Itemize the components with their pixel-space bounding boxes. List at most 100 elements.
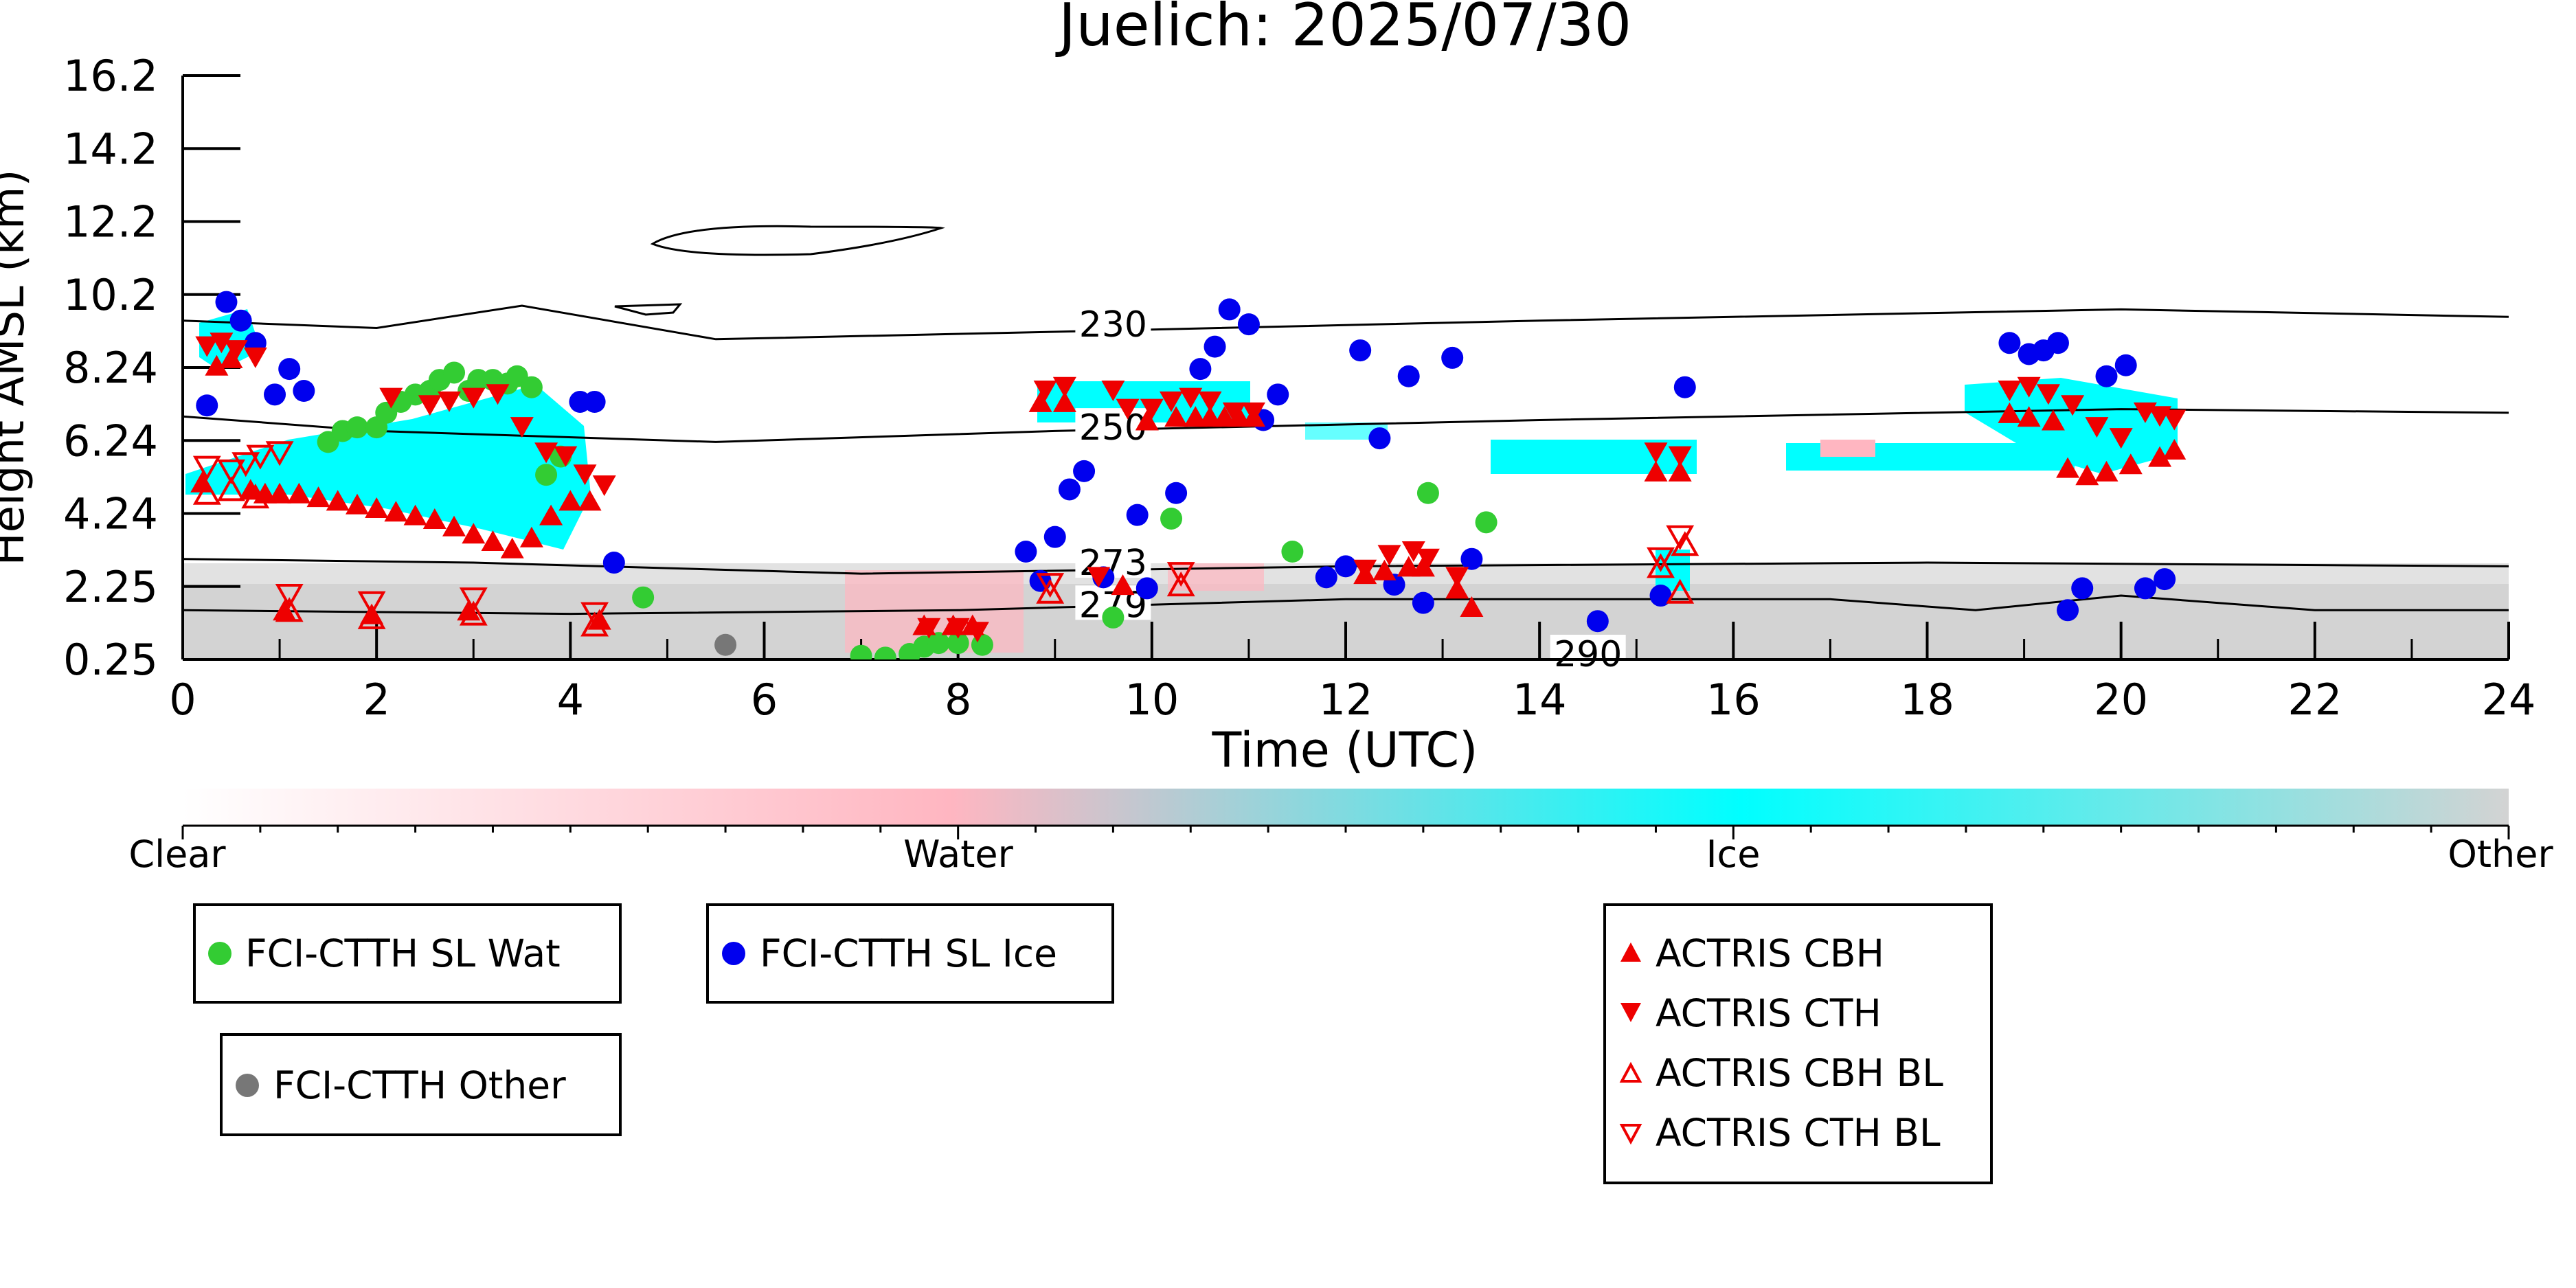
point-actris-cbh-bl <box>357 604 386 629</box>
colorbar-label-other: Other <box>2448 833 2553 876</box>
x-tick-label: 10 <box>1125 675 1179 725</box>
point-actris-cbh <box>2119 453 2143 475</box>
point-actris-cth <box>1140 398 1164 420</box>
point-actris-cbh <box>326 490 350 511</box>
point-actris-cbh <box>1460 596 1484 617</box>
point-actris-cbh-bl <box>275 597 304 622</box>
point-actris-cbh <box>365 497 389 518</box>
legend-ice: FCI-CTTH SL Ice <box>706 903 1114 1004</box>
point-actris-cbh <box>539 504 563 526</box>
point-fci-ctth-sl-ice <box>1058 478 1081 501</box>
legend-label-cbh-bl: ACTRIS CBH BL <box>1656 1051 1943 1095</box>
legend-label-cth: ACTRIS CTH <box>1656 991 1882 1035</box>
y-axis: 0.25 2.25 4.24 6.24 8.24 10.2 12.2 14.2 16.2 <box>63 51 240 685</box>
colorbar-label-clear: Clear <box>128 833 226 876</box>
point-actris-cth <box>965 622 989 643</box>
point-fci-ctth-sl-ice <box>278 358 301 381</box>
point-actris-cbh <box>500 537 524 558</box>
point-fci-ctth-sl-ice <box>2154 568 2176 591</box>
contour-279 <box>183 594 2509 615</box>
point-actris-cbh-bl <box>241 484 270 509</box>
water-patch <box>1820 440 1875 457</box>
point-actris-cbh <box>205 354 229 376</box>
point-actris-cth-bl <box>580 602 609 627</box>
legend-marker-cth <box>1620 1003 1641 1022</box>
point-actris-cbh <box>1372 559 1397 580</box>
point-actris-cbh-bl <box>1666 578 1695 604</box>
legend-box <box>706 903 1114 1004</box>
point-actris-cth <box>2162 409 2187 431</box>
point-actris-cbh <box>1135 409 1159 431</box>
x-tick-label: 24 <box>2482 675 2536 725</box>
legend-other: FCI-CTTH Other <box>220 1033 622 1136</box>
legend-actris: ACTRIS CBH ACTRIS CTH ACTRIS CBH BL ACTR… <box>1603 903 1993 1184</box>
y-tick-label: 0.25 <box>63 635 158 685</box>
point-fci-ctth-sl-ice <box>1586 610 1609 633</box>
point-actris-cbh <box>1028 391 1052 412</box>
contour-label-bg <box>1550 635 1626 670</box>
point-fci-ctth-sl-ice <box>264 383 286 406</box>
point-fci-ctth-sl-ice <box>2071 577 2094 600</box>
point-actris-cbh <box>1668 460 1692 482</box>
point-fci-ctth-sl-ice <box>1015 541 1037 563</box>
point-actris-cbh-bl <box>1647 553 1675 578</box>
point-actris-cbh <box>519 526 543 547</box>
point-fci-ctth-sl-wat <box>850 644 872 659</box>
point-actris-cth-bl <box>1166 562 1195 587</box>
point-fci-ctth-sl-ice <box>1204 335 1226 358</box>
point-actris-cth <box>2061 395 2085 416</box>
point-actris-cth <box>592 475 616 497</box>
point-actris-cth-bl <box>265 441 294 466</box>
point-actris-cbh-bl <box>580 611 609 637</box>
point-actris-cth-bl <box>246 444 275 470</box>
point-fci-ctth-sl-ice <box>196 394 218 417</box>
point-fci-ctth-sl-ice <box>2095 365 2118 387</box>
point-actris-cbh <box>306 486 330 508</box>
contour-label-bg <box>1075 543 1151 578</box>
point-actris-cth-bl <box>357 591 386 616</box>
point-actris-cbh <box>1644 460 1668 482</box>
y-tick-label: 8.24 <box>63 343 158 393</box>
point-actris-cth <box>1416 548 1440 569</box>
point-actris-cth <box>1242 402 1265 423</box>
point-fci-ctth-sl-ice <box>1349 339 1372 362</box>
point-actris-cth <box>210 332 234 354</box>
point-fci-ctth-sl-ice <box>1335 555 1357 578</box>
point-fci-ctth-sl-ice <box>1189 358 1212 381</box>
point-actris-cbh <box>2056 457 2080 478</box>
colorbar-label-water: Water <box>903 833 1013 876</box>
point-actris-cth <box>462 387 486 409</box>
isolated-contour <box>614 303 683 316</box>
point-actris-cth <box>1377 545 1401 566</box>
point-actris-cbh <box>2094 460 2119 482</box>
point-actris-cbh <box>1052 391 1076 412</box>
point-actris-cth-bl <box>275 584 304 609</box>
x-tick-label: 4 <box>557 675 584 725</box>
legend-box <box>193 903 622 1004</box>
point-fci-ctth-sl-ice <box>1397 365 1420 387</box>
series-fci-ctth-sl-ice <box>196 291 2176 633</box>
point-actris-cth <box>379 387 403 409</box>
point-actris-cbh <box>1445 578 1469 599</box>
contour-label: 290 <box>1554 634 1622 675</box>
y-tick-label: 4.24 <box>63 489 158 539</box>
x-tick-label: 8 <box>945 675 971 725</box>
point-fci-ctth-sl-ice <box>1368 427 1391 450</box>
point-actris-cbh <box>1164 406 1188 427</box>
legend-label-wat: FCI-CTTH SL Wat <box>245 931 561 975</box>
point-fci-ctth-sl-wat <box>535 464 558 486</box>
point-actris-cth <box>554 446 578 467</box>
x-axis-label: Time (UTC) <box>1212 722 1478 778</box>
point-actris-cth <box>1353 559 1377 580</box>
point-actris-cbh <box>384 501 408 522</box>
point-actris-cbh-bl <box>459 600 488 626</box>
point-actris-cbh <box>219 347 243 368</box>
point-fci-ctth-sl-wat <box>1102 606 1125 629</box>
point-fci-ctth-sl-ice <box>1673 376 1696 398</box>
chart-title: Juelich: 2025/07/30 <box>1055 0 1631 60</box>
x-tick-label: 6 <box>751 675 778 725</box>
x-tick-label: 0 <box>169 675 196 725</box>
legend-label-cbh: ACTRIS CBH <box>1656 931 1884 975</box>
x-tick-label: 16 <box>1706 675 1761 725</box>
legend-label-other: FCI-CTTH Other <box>273 1063 566 1107</box>
